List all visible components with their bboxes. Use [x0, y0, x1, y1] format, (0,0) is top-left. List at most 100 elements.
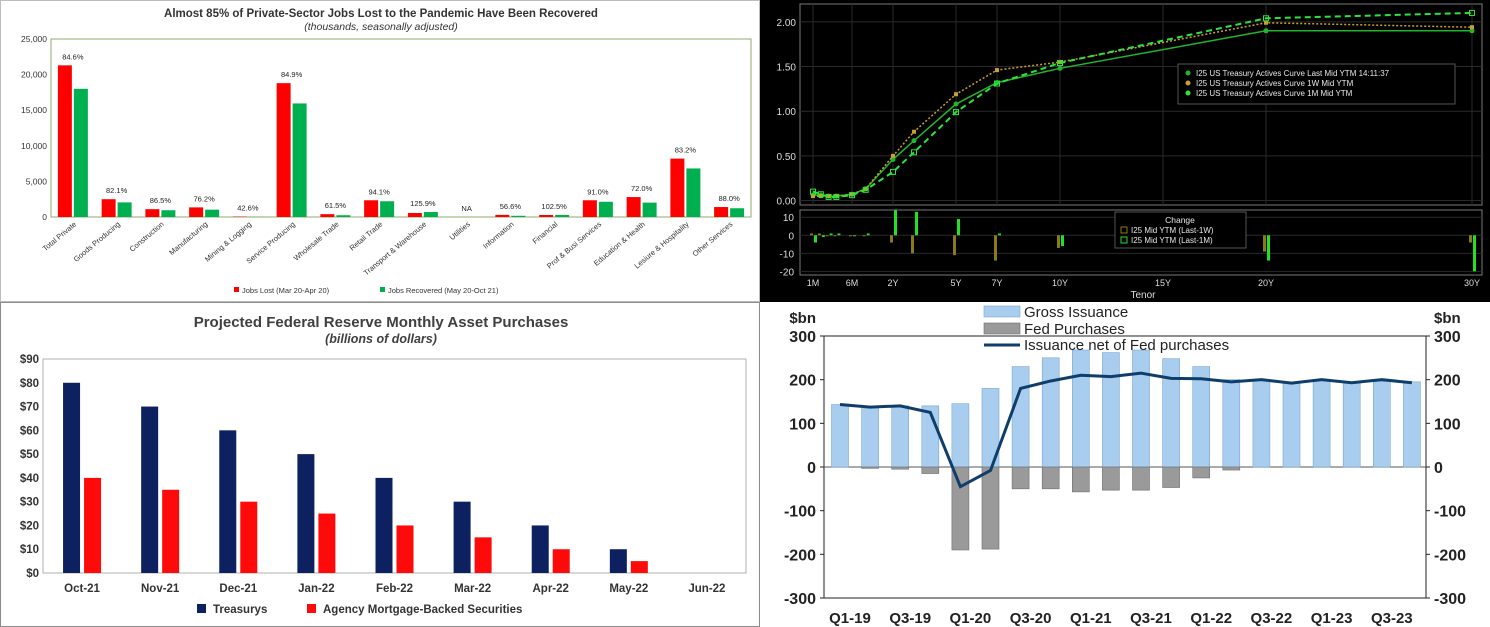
bar-jobs-recovered — [555, 214, 570, 217]
curve-line — [812, 11, 1473, 198]
x-tick-label: Dec-21 — [219, 583, 257, 595]
y-tick-label-right: 100 — [1434, 416, 1461, 433]
bar-treasurys — [609, 549, 627, 573]
x-tick-label: 20Y — [1258, 278, 1274, 288]
bar-jobs-lost — [189, 207, 204, 217]
plot-area — [42, 358, 747, 574]
curve-point — [862, 186, 869, 193]
bar-treasurys — [297, 454, 315, 573]
y-axis-label-right: $bn — [1434, 310, 1461, 327]
bar-agency-mbs — [630, 561, 648, 573]
change-bar — [1061, 235, 1064, 247]
y-tick-label: $90 — [20, 354, 39, 366]
bar-treasurys — [141, 406, 159, 573]
legend-marker — [1185, 90, 1191, 96]
y-tick-label: $0 — [26, 568, 39, 580]
curve-point — [849, 192, 855, 199]
curve-point — [953, 101, 959, 107]
change-bar — [814, 235, 817, 243]
bar-gross-issuance — [951, 403, 970, 468]
x-tick-label: Q1-22 — [1190, 610, 1232, 627]
y-tick-label: $40 — [20, 473, 39, 485]
bar-jobs-lost — [714, 207, 729, 217]
x-tick-label: 7Y — [991, 278, 1002, 288]
bar-gross-issuance — [1102, 352, 1120, 468]
curve-point — [890, 168, 896, 175]
bar-jobs-recovered — [161, 210, 176, 217]
bar-gross-issuance — [1342, 382, 1361, 468]
curve-point — [911, 138, 917, 144]
legend-label: I25 US Treasury Actives Curve 1W Mid YTM — [1196, 79, 1354, 88]
change-bar — [994, 235, 997, 261]
bar-gross-issuance — [861, 406, 879, 468]
curve-point — [1057, 59, 1063, 66]
y-tick-label-right: -200 — [1434, 547, 1466, 564]
x-tick-label: Q3-20 — [1010, 610, 1052, 627]
x-tick-label: Q1-20 — [950, 610, 992, 627]
bar-jobs-lost — [495, 214, 510, 217]
change-bar — [1469, 235, 1472, 243]
x-tick-label: 2Y — [887, 278, 898, 288]
x-axis-label: Tenor — [1130, 290, 1156, 301]
bar-jobs-lost — [145, 209, 160, 217]
y-tick-label: 5,000 — [26, 176, 48, 186]
y-tick-label-right: -100 — [1434, 504, 1466, 521]
legend-label: Jobs Recovered (May 20-Oct 21) — [388, 286, 499, 295]
y-tick-label: $20 — [20, 520, 39, 532]
curve-point — [833, 193, 840, 200]
y-tick-label-right: 300 — [1434, 329, 1461, 346]
legend-swatch-jobs-recovered — [380, 287, 385, 292]
bar-gross-issuance — [1222, 379, 1241, 468]
bar-treasurys — [375, 477, 393, 573]
legend-marker — [1120, 236, 1128, 244]
x-tick-label: May-22 — [609, 583, 648, 595]
data-label: 42.6% — [237, 204, 259, 213]
legend-label: I25 Mid YTM (Last-1M) — [1131, 236, 1213, 245]
y-tick-label-left: -100 — [784, 504, 816, 521]
y-tick-label: $50 — [20, 449, 39, 461]
change-bar — [957, 219, 960, 236]
bar-jobs-recovered — [730, 208, 745, 217]
y-tick-label: $10 — [20, 544, 39, 556]
bar-gross-issuance — [1372, 381, 1391, 468]
x-tick-label: Construction — [128, 220, 166, 254]
change-bar — [953, 235, 956, 256]
curve-point — [1470, 25, 1474, 30]
y-tick-label: 0 — [42, 212, 47, 222]
bar-gross-issuance — [1041, 357, 1060, 468]
data-label: 102.5% — [541, 202, 567, 211]
bar-gross-issuance — [1252, 379, 1271, 468]
bar-fed-purchases — [1222, 466, 1241, 471]
issuance-net-fed-chart: 300 300 200 200 100 100 0 0 -100 -100 -200 -200 -300… — [760, 302, 1490, 627]
curve-line — [813, 30, 1472, 197]
change-legend-box — [1114, 211, 1247, 249]
bar-jobs-lost — [57, 65, 72, 218]
chart-title: Almost 85% of Private-Sector Jobs Lost t… — [164, 8, 598, 20]
bar-fed-purchases — [1162, 466, 1180, 488]
x-tick-label: Q3-22 — [1251, 610, 1293, 627]
curve-point — [1263, 15, 1269, 22]
x-tick-label: Feb-22 — [376, 583, 413, 595]
bar-jobs-recovered — [380, 201, 395, 217]
y-tick-label: 1.00 — [777, 107, 797, 118]
x-tick-label: Goods Producing — [72, 220, 122, 264]
legend-label: Issuance net of Fed purchases — [1024, 337, 1229, 354]
bar-jobs-lost — [670, 158, 685, 217]
y-axis-label-left: $bn — [789, 310, 816, 327]
x-tick-label: Jan-22 — [298, 583, 334, 595]
x-tick-label: Q1-21 — [1070, 610, 1112, 627]
x-tick-label: Other Services — [691, 219, 735, 258]
data-label: 82.1% — [106, 186, 128, 195]
x-tick-label: 6M — [846, 278, 859, 288]
legend-label: Agency Mortgage-Backed Securities — [323, 604, 522, 616]
y-tick-label-left: 100 — [789, 416, 816, 433]
x-tick-label: Apr-22 — [533, 583, 569, 595]
change-bar — [1473, 235, 1476, 272]
y-tick-label: 0.00 — [777, 197, 797, 208]
bar-treasurys — [531, 525, 549, 573]
curve-point — [1263, 28, 1269, 34]
legend-marker — [1185, 80, 1191, 86]
y-tick-label: 0.50 — [777, 152, 797, 163]
change-bar — [915, 211, 918, 236]
bar-jobs-recovered — [423, 212, 438, 217]
